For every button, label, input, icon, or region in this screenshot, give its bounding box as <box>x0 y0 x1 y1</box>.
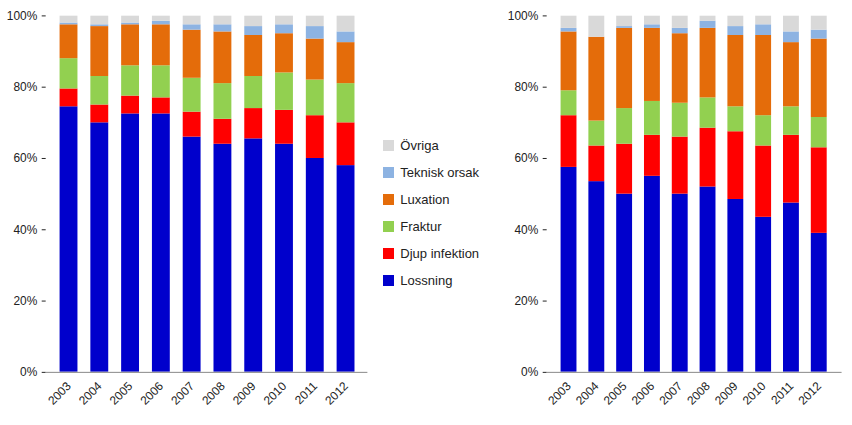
svg-text:2011: 2011 <box>292 379 320 407</box>
svg-text:2010: 2010 <box>740 379 769 408</box>
svg-text:0%: 0% <box>20 365 38 379</box>
html-text:Teknisk orsak: Teknisk orsak <box>400 164 480 180</box>
svg-text:2006: 2006 <box>138 379 167 408</box>
svg-text:2003: 2003 <box>546 379 575 408</box>
svg-text:2004: 2004 <box>573 379 602 408</box>
svg-text:2005: 2005 <box>107 379 136 408</box>
svg-text:2012: 2012 <box>796 379 825 408</box>
svg-text:2004: 2004 <box>76 379 105 408</box>
svg-text:0%: 0% <box>522 365 540 379</box>
svg-text:40%: 40% <box>515 223 539 237</box>
svg-text:60%: 60% <box>13 151 37 165</box>
svg-text:100%: 100% <box>7 9 38 23</box>
svg-text:80%: 80% <box>13 80 37 94</box>
html-text:Luxation: Luxation <box>400 191 450 207</box>
svg-text:2003: 2003 <box>45 379 74 408</box>
svg-text:80%: 80% <box>515 80 539 94</box>
svg-text:2011: 2011 <box>769 379 797 407</box>
svg-text:2006: 2006 <box>629 379 658 408</box>
svg-text:40%: 40% <box>13 223 37 237</box>
svg-text:20%: 20% <box>515 294 539 308</box>
svg-text:2007: 2007 <box>168 379 197 408</box>
svg-text:2008: 2008 <box>199 379 228 408</box>
svg-text:2009: 2009 <box>712 379 741 408</box>
html-text:Lossning: Lossning <box>400 272 453 288</box>
svg-text:60%: 60% <box>515 151 539 165</box>
svg-text:2010: 2010 <box>261 379 290 408</box>
svg-text:2007: 2007 <box>657 379 686 408</box>
svg-text:2008: 2008 <box>685 379 714 408</box>
svg-text:100%: 100% <box>508 9 539 23</box>
html-text:Övriga: Övriga <box>400 137 439 153</box>
svg-text:20%: 20% <box>13 294 37 308</box>
svg-text:2005: 2005 <box>601 379 630 408</box>
html-text:Fraktur: Fraktur <box>400 218 442 234</box>
svg-text:2012: 2012 <box>322 379 351 408</box>
html-text:Djup infektion: Djup infektion <box>400 245 480 261</box>
svg-text:2009: 2009 <box>230 379 259 408</box>
